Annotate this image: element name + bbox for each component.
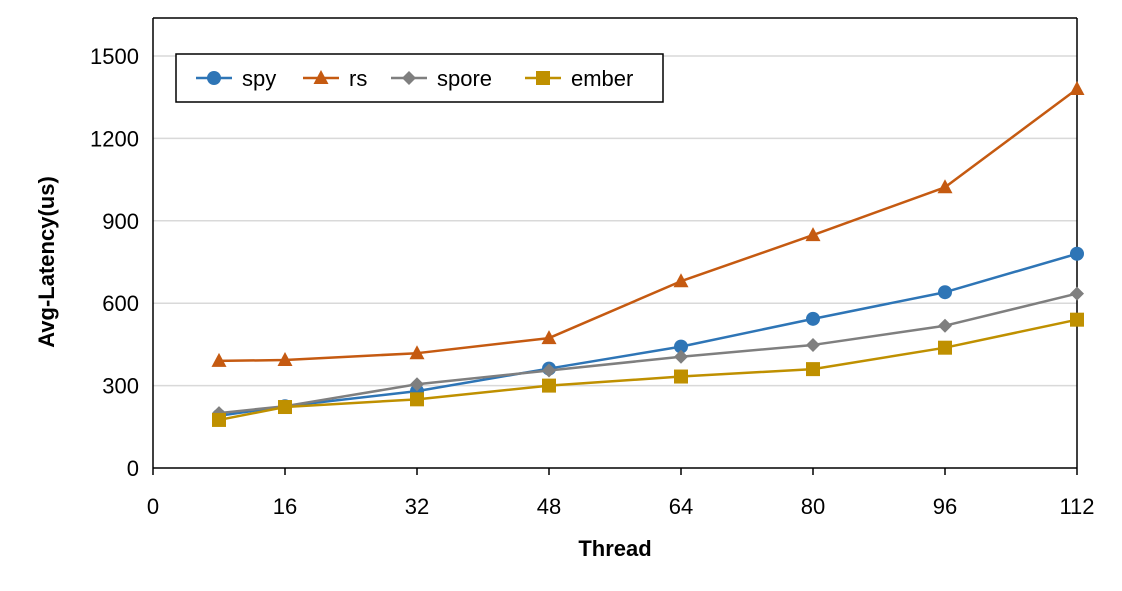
data-point-ember <box>806 362 820 377</box>
data-point-spore <box>938 318 952 333</box>
data-point-ember <box>410 392 424 407</box>
x-tick-label: 80 <box>801 494 825 519</box>
x-axis-title: Thread <box>578 536 651 561</box>
data-point-ember <box>212 412 226 427</box>
data-point-spore <box>1070 286 1084 301</box>
data-point-rs <box>409 345 425 360</box>
data-point-spy <box>674 339 688 354</box>
legend-label-rs: rs <box>349 66 367 91</box>
series-ember <box>212 312 1084 427</box>
x-tick-label: 16 <box>273 494 297 519</box>
data-point-spy <box>1070 246 1084 261</box>
x-tick-label: 96 <box>933 494 957 519</box>
data-point-ember <box>938 340 952 355</box>
x-tick-label: 112 <box>1059 494 1094 519</box>
x-tick-label: 48 <box>537 494 561 519</box>
legend-marker-ember <box>536 71 550 85</box>
data-point-spore <box>674 349 688 364</box>
data-point-ember <box>542 378 556 393</box>
x-tick-label: 64 <box>669 494 693 519</box>
data-point-spy <box>806 311 820 326</box>
legend: spy rs spore ember <box>175 53 664 103</box>
data-point-rs <box>805 227 821 242</box>
data-point-rs <box>937 179 953 194</box>
x-tick-label: 32 <box>405 494 429 519</box>
y-tick-label: 1200 <box>90 126 139 151</box>
data-point-rs <box>211 352 227 367</box>
legend-marker-spore <box>402 71 416 85</box>
legend-label-spy: spy <box>242 66 276 91</box>
data-point-ember <box>1070 312 1084 327</box>
data-point-rs <box>1069 80 1085 95</box>
legend-label-ember: ember <box>571 66 633 91</box>
data-point-spore <box>542 363 556 378</box>
series-layer <box>211 80 1085 427</box>
y-axis-title: Avg-Latency(us) <box>34 176 59 348</box>
series-line-ember <box>218 318 1078 422</box>
y-tick-label: 600 <box>102 291 139 316</box>
data-point-rs <box>673 273 689 288</box>
y-tick-label: 1500 <box>90 44 139 69</box>
data-point-ember <box>674 369 688 384</box>
x-tick-label: 0 <box>147 494 159 519</box>
y-tick-label: 300 <box>102 374 139 399</box>
axes: 0 300 600 900 1200 1500 0 16 32 48 64 80 96 112 <box>90 17 1095 519</box>
series-line-rs <box>218 87 1078 363</box>
legend-label-spore: spore <box>437 66 492 91</box>
data-point-rs <box>541 330 557 345</box>
data-point-spore <box>410 377 424 392</box>
legend-marker-rs <box>313 70 329 84</box>
data-point-spore <box>806 337 820 352</box>
data-point-rs <box>277 352 293 367</box>
series-line-spy <box>218 252 1078 418</box>
legend-marker-spy <box>207 71 221 85</box>
series-line-spore <box>218 292 1078 415</box>
gridlines <box>153 55 1077 387</box>
y-tick-label: 0 <box>127 456 139 481</box>
data-point-ember <box>278 400 292 415</box>
series-rs <box>211 80 1085 367</box>
y-tick-label: 900 <box>102 209 139 234</box>
data-point-spy <box>938 285 952 300</box>
